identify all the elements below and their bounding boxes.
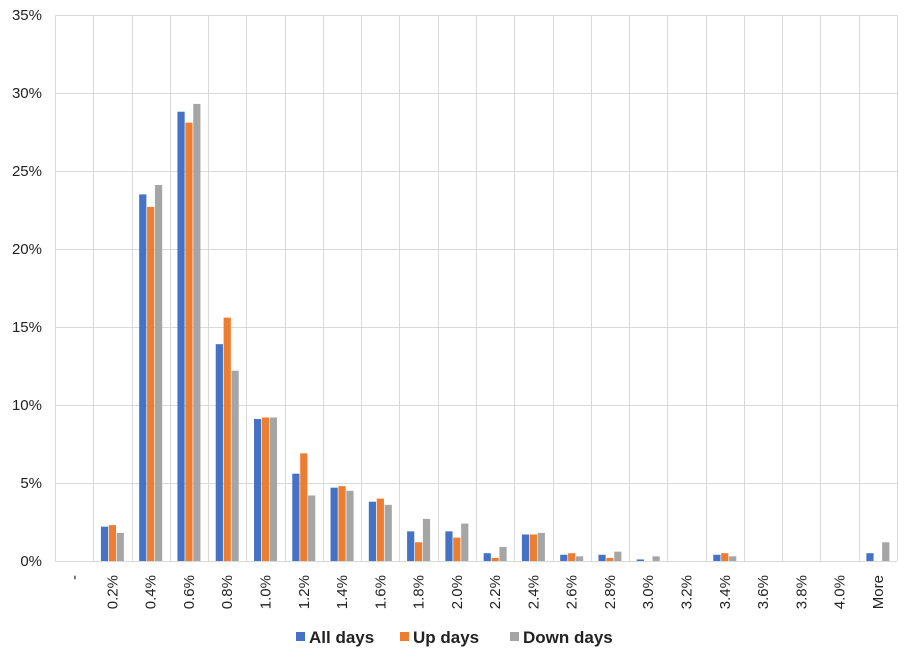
x-tick-label: 2.8% — [602, 575, 619, 609]
bar-down-days — [882, 542, 890, 561]
bar-up-days — [568, 553, 576, 561]
bar-down-days — [269, 417, 277, 561]
bar-all-days — [139, 194, 147, 561]
y-tick-label: 15% — [12, 319, 42, 336]
bar-down-days — [652, 556, 660, 561]
legend-label: Down days — [523, 628, 613, 647]
bar-up-days — [414, 542, 423, 561]
x-tick-label: 1.8% — [411, 575, 428, 609]
bar-down-days — [422, 518, 431, 561]
bar-down-days — [154, 185, 163, 562]
bar-up-days — [491, 557, 499, 561]
bar-up-days — [261, 417, 270, 561]
bar-down-days — [499, 546, 507, 561]
bar-down-days — [231, 370, 239, 561]
bar-up-days — [185, 122, 193, 561]
legend-label: Up days — [413, 628, 479, 647]
y-tick-label: 0% — [20, 553, 42, 570]
x-tick-label: 0.8% — [219, 575, 236, 609]
x-tick-label: 3.0% — [640, 575, 657, 609]
bar-all-days — [292, 473, 300, 561]
grid — [55, 15, 898, 561]
legend-swatch — [400, 632, 409, 641]
bar-all-days — [407, 531, 415, 561]
bar-down-days — [308, 495, 316, 561]
bar-down-days — [193, 103, 201, 562]
legend-swatch — [296, 632, 305, 641]
y-tick-label: 25% — [12, 163, 42, 180]
bar-all-days — [330, 487, 338, 561]
legend: All days Up days Down days — [296, 628, 613, 647]
bar-up-days — [147, 206, 155, 561]
bar-all-days — [368, 501, 377, 561]
x-tick-label: 0.6% — [181, 575, 198, 609]
bar-down-days — [384, 504, 392, 561]
bar-up-days — [223, 317, 231, 561]
x-tick-label: 0.2% — [104, 575, 121, 609]
bar-all-days — [521, 534, 530, 561]
y-tick-label: 30% — [12, 85, 42, 102]
x-tick-label: 1.4% — [334, 575, 351, 609]
x-tick-label: 3.6% — [755, 575, 772, 609]
bar-all-days — [254, 419, 262, 561]
bar-all-days — [177, 111, 185, 561]
bar-up-days — [721, 553, 729, 561]
bar-down-days — [346, 490, 354, 561]
x-tick-label: 1.2% — [296, 575, 313, 609]
bar-all-days — [866, 553, 874, 561]
bar-up-days — [606, 557, 614, 561]
bar-down-days — [575, 556, 584, 561]
x-tick-label: 3.2% — [679, 575, 696, 609]
bar-up-days — [376, 498, 384, 561]
x-tick-label: 2.0% — [449, 575, 466, 609]
y-axis-ticks: 0% 5% 10% 15% 20% 25% 30% 35% — [12, 7, 42, 570]
bar-all-days — [598, 554, 606, 561]
bar-all-days — [636, 559, 644, 561]
x-tick-label: 3.4% — [717, 575, 734, 609]
bar-down-days — [614, 551, 622, 561]
bar-down-days — [116, 532, 124, 561]
bars — [100, 103, 890, 562]
bar-all-days — [560, 554, 568, 561]
x-tick-label: - — [66, 575, 83, 580]
x-tick-label: 4.0% — [832, 575, 849, 609]
bar-up-days — [300, 453, 308, 561]
legend-label: All days — [309, 628, 374, 647]
bar-all-days — [483, 553, 491, 561]
y-tick-label: 5% — [20, 475, 42, 492]
x-tick-label: 2.2% — [487, 575, 504, 609]
bar-up-days — [453, 537, 461, 561]
bar-up-days — [338, 486, 346, 561]
x-tick-label: More — [870, 575, 887, 609]
bar-up-days — [108, 525, 117, 561]
x-tick-label: 0.4% — [143, 575, 160, 609]
x-tick-label: 2.6% — [564, 575, 581, 609]
bar-all-days — [215, 344, 223, 561]
x-tick-label: 3.8% — [793, 575, 810, 609]
bar-all-days — [445, 531, 453, 561]
x-tick-label: 1.6% — [372, 575, 389, 609]
y-tick-label: 10% — [12, 397, 42, 414]
y-tick-label: 35% — [12, 7, 42, 24]
legend-swatch — [510, 632, 519, 641]
x-tick-label: 1.0% — [258, 575, 275, 609]
bar-up-days — [529, 534, 538, 561]
x-axis-ticks: - 0.2% 0.4% 0.6% 0.8% 1.0% 1.2% 1.4% 1.6% 1.8% 2.0… — [66, 575, 887, 609]
bar-down-days — [461, 523, 469, 561]
bar-down-days — [537, 532, 545, 561]
bar-down-days — [729, 556, 737, 561]
bar-all-days — [100, 526, 109, 561]
y-tick-label: 20% — [12, 241, 42, 258]
bar-all-days — [713, 554, 721, 561]
x-tick-label: 2.4% — [525, 575, 542, 609]
